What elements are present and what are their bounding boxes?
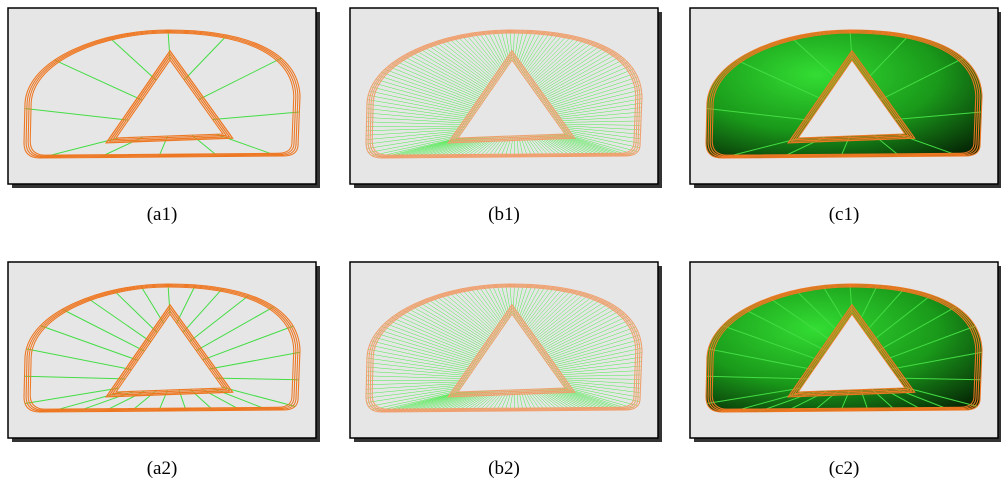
panel <box>690 262 1001 442</box>
caption: (c2) <box>829 458 860 479</box>
panel <box>690 8 1001 188</box>
caption: (b1) <box>488 204 520 225</box>
panel <box>8 262 320 442</box>
caption: (a2) <box>147 458 178 479</box>
panel <box>350 262 662 442</box>
panel <box>8 8 320 188</box>
caption: (a1) <box>147 204 178 225</box>
caption: (b2) <box>488 458 520 479</box>
figure: (a1) (b1) (c1) (a2) (b2) (c2) <box>0 0 1001 485</box>
caption: (c1) <box>829 204 860 225</box>
panel <box>350 8 662 188</box>
